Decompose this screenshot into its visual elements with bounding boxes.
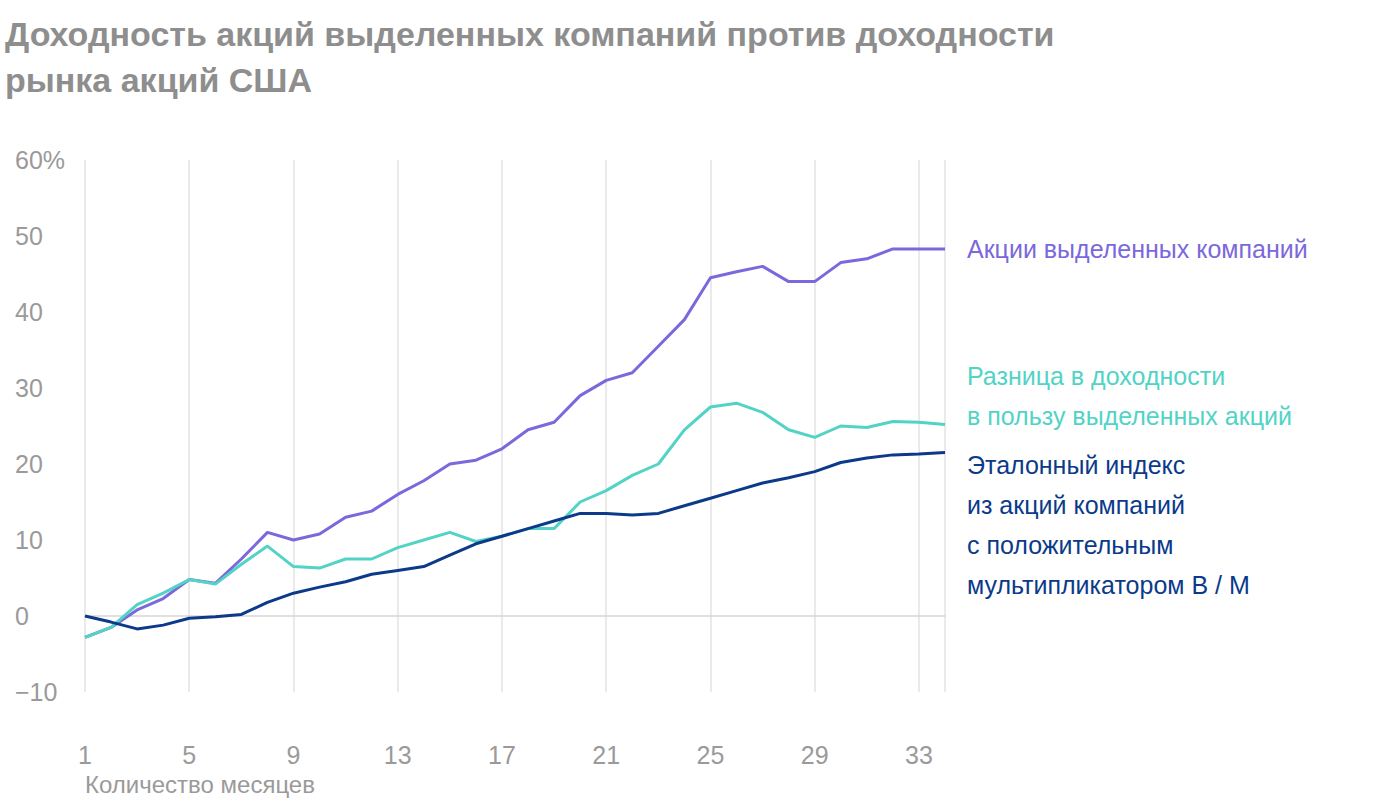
svg-text:13: 13 <box>384 741 412 769</box>
svg-text:Доходность акций выделенных ко: Доходность акций выделенных компаний про… <box>5 15 1055 53</box>
svg-text:Акции выделенных компаний: Акции выделенных компаний <box>967 235 1308 263</box>
svg-text:Эталонный индекс: Эталонный индекс <box>967 451 1185 479</box>
svg-text:из акций компаний: из акций компаний <box>967 491 1185 519</box>
svg-text:25: 25 <box>697 741 725 769</box>
svg-text:9: 9 <box>287 741 301 769</box>
svg-text:10: 10 <box>15 526 43 554</box>
svg-text:в пользу выделенных акций: в пользу выделенных акций <box>967 402 1292 430</box>
svg-text:50: 50 <box>15 222 43 250</box>
svg-text:мультипликатором B / M: мультипликатором B / M <box>967 571 1250 599</box>
svg-text:21: 21 <box>592 741 620 769</box>
svg-text:рынка акций США: рынка акций США <box>5 61 312 99</box>
svg-text:40: 40 <box>15 298 43 326</box>
svg-text:5: 5 <box>182 741 196 769</box>
svg-text:33: 33 <box>905 741 933 769</box>
svg-text:20: 20 <box>15 450 43 478</box>
svg-text:60%: 60% <box>15 146 65 174</box>
svg-text:0: 0 <box>15 602 29 630</box>
svg-text:17: 17 <box>488 741 516 769</box>
svg-text:1: 1 <box>78 741 92 769</box>
svg-text:30: 30 <box>15 374 43 402</box>
svg-text:с положительным: с положительным <box>967 531 1173 559</box>
svg-text:−10: −10 <box>15 678 57 706</box>
svg-text:Количество месяцев: Количество месяцев <box>85 771 315 798</box>
svg-text:29: 29 <box>801 741 829 769</box>
svg-text:Разница в доходности: Разница в доходности <box>967 362 1225 390</box>
